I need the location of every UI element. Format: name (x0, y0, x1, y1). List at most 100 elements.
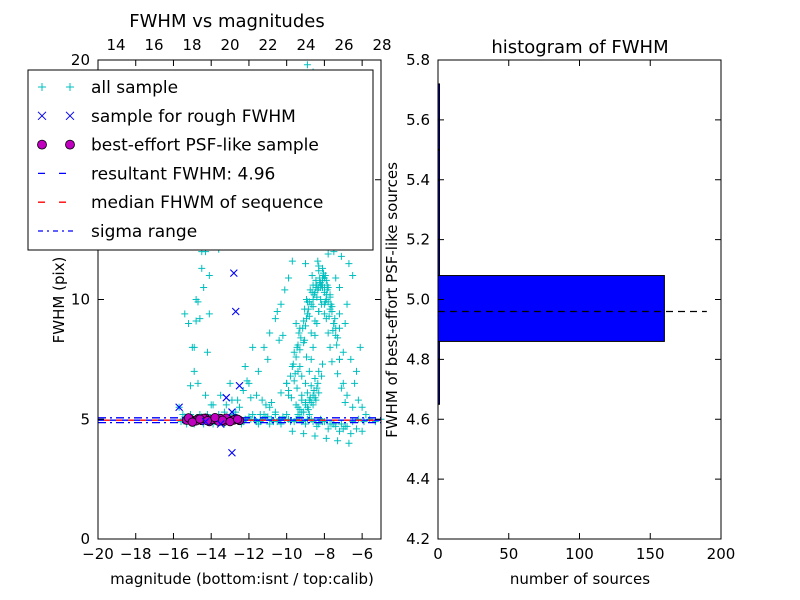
all-sample-point (179, 410, 187, 418)
left-legend: all sample sample for rough FWHM best-effo… (27, 69, 374, 251)
all-sample-point (298, 396, 306, 404)
all-sample-point (268, 415, 276, 423)
all-sample-point (315, 307, 323, 315)
all-sample-point (333, 341, 341, 349)
all-sample-point (339, 348, 347, 356)
all-sample-point (192, 317, 200, 325)
all-sample-point (305, 312, 313, 320)
top-x-tick-label: 14 (106, 36, 125, 54)
all-sample-point (324, 425, 332, 433)
rough-fwhm-sample-point (216, 420, 225, 428)
all-sample-point (317, 415, 325, 423)
x-tick-label: −20 (82, 545, 114, 563)
left-x-axis-label: magnitude (bottom:isnt / top:calib) (110, 570, 374, 588)
all-sample-point (186, 382, 194, 390)
legend-marker (65, 111, 75, 121)
all-sample-point (307, 415, 315, 423)
all-sample-point (290, 418, 298, 426)
all-sample-point (319, 274, 327, 282)
all-sample-point (279, 413, 287, 421)
x-tick-label: −8 (313, 545, 335, 563)
all-sample-point (335, 310, 343, 318)
all-sample-point (297, 334, 305, 342)
all-sample-point (288, 427, 296, 435)
all-sample-point (194, 298, 202, 306)
all-sample-point (283, 410, 291, 418)
all-sample-point (316, 279, 324, 287)
right-y-axis-label: FWHM of best-effort PSF-like sources (383, 162, 401, 438)
all-sample-point (292, 319, 300, 327)
histogram-bar (437, 275, 665, 342)
all-sample-point (318, 372, 326, 380)
all-sample-point (326, 291, 334, 299)
all-sample-point (217, 391, 225, 399)
all-sample-point (307, 329, 315, 337)
all-sample-point (320, 310, 328, 318)
all-sample-point (266, 329, 274, 337)
all-sample-point (337, 420, 345, 428)
all-sample-point (308, 272, 316, 280)
all-sample-point (324, 329, 332, 337)
top-x-tick-label: 26 (334, 36, 353, 54)
y-tick-label: 4.2 (406, 530, 430, 548)
rough-fwhm-sample-point (235, 381, 244, 390)
all-sample-point (289, 360, 297, 368)
all-sample-point (332, 274, 340, 282)
top-x-tick-label: 18 (182, 36, 201, 54)
all-sample-point (323, 281, 331, 289)
all-sample-point (298, 372, 306, 380)
all-sample-point (236, 403, 243, 411)
all-sample-point (313, 422, 321, 430)
all-sample-point (326, 343, 334, 351)
y-tick-label: 4.6 (406, 410, 430, 428)
y-tick-label: 4.4 (406, 470, 430, 488)
left-axis-ticks: −20 −18 −16 −14 −12 −10 −8 −6 14 16 18 20 22 24 26 28 0 5… (71, 36, 392, 563)
all-sample-point (334, 437, 342, 445)
right-axis-ticks: 0 50 100 150 200 4.2 4.4 4.6 4.8 5.0 5.2 5.4 5.6 5.8 (406, 51, 735, 563)
y-tick-label: 4.8 (406, 350, 430, 368)
all-sample-point (249, 410, 257, 418)
all-sample-point (307, 355, 315, 363)
all-sample-point (294, 341, 302, 349)
all-sample-point (302, 260, 310, 268)
all-sample-point (309, 343, 317, 351)
all-sample-point (341, 398, 349, 406)
x-tick-label: −12 (233, 545, 265, 563)
all-sample-point (285, 415, 293, 423)
y-tick-label: 5.8 (406, 51, 430, 69)
all-sample-point (313, 384, 321, 392)
all-sample-point (290, 348, 298, 356)
top-x-tick-label: 16 (144, 36, 163, 54)
all-sample-point (328, 303, 336, 311)
all-sample-point (200, 284, 208, 292)
all-sample-point (181, 310, 189, 318)
all-sample-point (337, 252, 345, 260)
all-sample-point (309, 296, 317, 303)
right-x-axis-label: number of sources (510, 570, 650, 588)
all-sample-point (360, 418, 368, 426)
all-sample-point (339, 379, 347, 387)
rough-fwhm-sample-point (229, 269, 238, 278)
y-tick-label: 5 (80, 410, 90, 428)
all-sample-point (343, 300, 351, 308)
legend-label: sigma range (91, 222, 197, 242)
all-sample-point (281, 286, 289, 294)
all-sample-point (262, 401, 270, 409)
all-sample-point (307, 382, 315, 390)
all-sample-point (198, 264, 206, 272)
all-sample-point (308, 288, 316, 296)
y-tick-label: 10 (71, 291, 90, 309)
all-sample-point (305, 367, 313, 375)
all-sample-point (303, 298, 311, 306)
all-sample-point (296, 363, 304, 371)
legend-label: all sample (91, 78, 178, 98)
all-sample-point (251, 415, 259, 423)
all-sample-point (209, 401, 217, 409)
all-sample-point (362, 410, 370, 418)
all-sample-point (190, 367, 198, 375)
all-sample-point (311, 317, 319, 325)
rough-fwhm-sample-point (228, 408, 236, 416)
x-tick-label: 150 (636, 545, 665, 563)
all-sample-point (315, 389, 323, 397)
